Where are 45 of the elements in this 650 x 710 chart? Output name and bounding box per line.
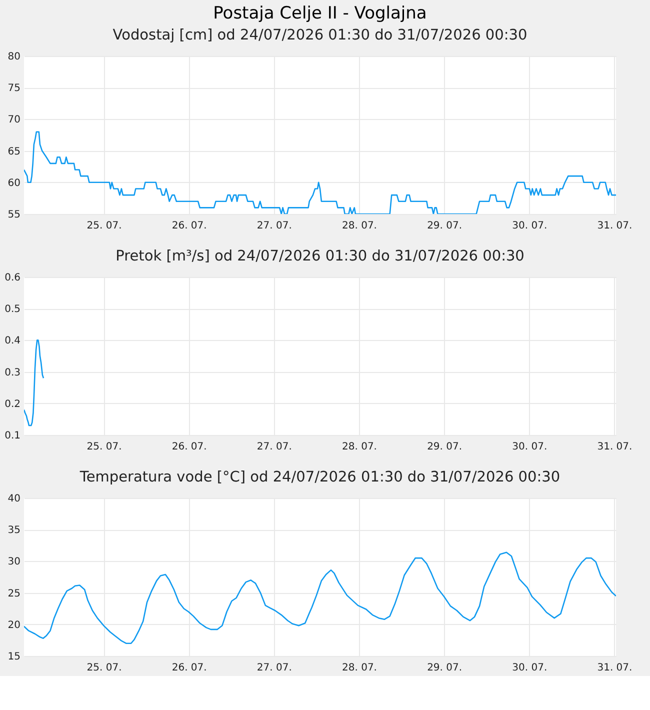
y-tick-label: 0.2: [4, 398, 20, 410]
y-tick-label: 0.1: [4, 430, 20, 442]
y-tick-label: 0.3: [4, 367, 20, 378]
x-tick-label: 31. 07.: [597, 220, 632, 232]
x-tick-label: 31. 07.: [597, 662, 632, 674]
y-tick-label: 55: [8, 210, 20, 220]
y-tick-label: 40: [8, 494, 20, 504]
x-tick-label: 28. 07.: [342, 220, 377, 232]
x-tick-label: 27. 07.: [256, 220, 292, 232]
y-tick-label: 20: [8, 620, 20, 631]
x-tick-label: 30. 07.: [512, 662, 548, 674]
chart-title: Temperatura vode [°C] od 24/07/2026 01:30 do 31/07/2026 00:30: [78, 470, 560, 486]
y-tick-label: 70: [8, 114, 20, 126]
x-tick-label: 30. 07.: [512, 442, 548, 452]
y-tick-label: 0.4: [4, 336, 20, 347]
y-tick-label: 30: [8, 556, 20, 568]
chart-title: Pretok [m³/s] od 24/07/2026 01:30 do 31/07/2026 00:30: [116, 248, 524, 264]
x-tick-label: 28. 07.: [342, 442, 377, 452]
x-tick-label: 31. 07.: [597, 442, 632, 452]
x-tick-label: 25. 07.: [86, 442, 122, 452]
line-series: [24, 340, 44, 426]
x-tick-label: 26. 07.: [172, 442, 207, 452]
line-series: [24, 552, 616, 644]
y-tick-label: 80: [8, 52, 20, 62]
x-tick-label: 29. 07.: [427, 442, 462, 452]
chart-subtitle: Vodostaj [cm] od 24/07/2026 01:30 do 31/07/2026 00:30: [112, 28, 528, 44]
x-tick-label: 26. 07.: [172, 662, 207, 674]
x-tick-label: 25. 07.: [86, 662, 122, 674]
chart-title: Postaja Celje II - Voglajna: [213, 4, 427, 24]
x-tick-label: 26. 07.: [172, 220, 207, 232]
y-tick-label: 35: [8, 525, 20, 536]
y-tick-label: 0.5: [4, 304, 20, 316]
x-tick-label: 30. 07.: [512, 220, 548, 232]
y-tick-label: 0.6: [4, 272, 20, 284]
y-tick-label: 65: [8, 146, 20, 158]
y-tick-label: 60: [8, 178, 20, 189]
x-tick-label: 29. 07.: [427, 220, 462, 232]
y-tick-label: 25: [8, 588, 20, 600]
x-tick-label: 27. 07.: [256, 442, 292, 452]
x-tick-label: 29. 07.: [427, 662, 462, 674]
y-tick-label: 75: [8, 83, 20, 94]
x-tick-label: 28. 07.: [342, 662, 377, 674]
x-tick-label: 27. 07.: [256, 662, 292, 674]
y-tick-label: 15: [8, 652, 20, 662]
x-tick-label: 25. 07.: [86, 220, 122, 232]
